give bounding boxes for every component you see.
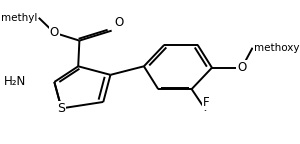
Text: methoxy: methoxy [254, 43, 299, 53]
Text: O: O [237, 61, 246, 74]
Text: O: O [50, 26, 59, 39]
Text: S: S [58, 102, 65, 115]
Text: methyl: methyl [1, 13, 38, 23]
Text: F: F [203, 96, 209, 109]
Text: H₂N: H₂N [3, 75, 26, 88]
Text: O: O [114, 16, 123, 29]
